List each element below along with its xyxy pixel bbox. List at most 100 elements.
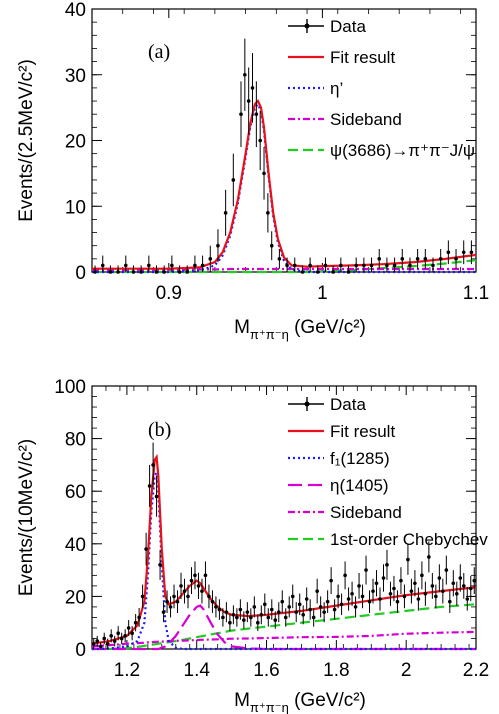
legend-entry: η’ — [288, 79, 343, 98]
signal1-curve — [91, 469, 476, 651]
data-point — [287, 605, 292, 609]
data-point — [392, 586, 396, 591]
data-point — [245, 610, 250, 614]
data-point — [385, 563, 389, 567]
data-point — [469, 250, 474, 255]
data-point — [208, 257, 213, 261]
data-point — [100, 263, 105, 268]
data-point — [367, 599, 372, 604]
legend-data-dot — [304, 23, 310, 29]
data-point — [216, 243, 220, 248]
y-tick-label: 20 — [65, 132, 86, 153]
data-point — [308, 607, 312, 612]
data-point — [246, 99, 251, 103]
data-point — [186, 594, 190, 599]
legend-entry: ψ(3686)→π⁺π⁻J/ψ — [288, 141, 475, 160]
data-point — [193, 263, 197, 268]
data-point — [371, 589, 375, 593]
data-point — [292, 263, 297, 268]
x-axis-title-main: M — [234, 317, 250, 338]
data-point — [423, 591, 428, 596]
data-point — [266, 211, 270, 215]
data-point — [147, 484, 152, 488]
data-point — [461, 584, 466, 588]
data-point — [254, 112, 259, 116]
data-point — [406, 557, 410, 562]
data-point — [285, 263, 289, 268]
data-point — [108, 270, 113, 274]
data-point — [311, 615, 316, 620]
data-point — [162, 270, 166, 274]
data-point — [423, 257, 428, 261]
chart-panel-a: 0.9 1 1.1 0 10 20 30 40 Events/(2.5MeV/c²) Mπ⁺π⁻η… — [16, 0, 489, 342]
data-point — [91, 641, 96, 646]
data-point — [438, 257, 443, 261]
data-point — [392, 263, 397, 268]
data-point — [196, 584, 201, 588]
data-point — [362, 263, 366, 268]
data-point — [98, 644, 103, 649]
data-point — [131, 270, 136, 274]
data-point — [336, 594, 340, 599]
data-point — [369, 263, 374, 268]
data-point — [239, 112, 243, 116]
data-point — [256, 620, 260, 625]
data-point — [217, 607, 222, 612]
y-axis-title: Events/(10MeV/c²) — [16, 439, 37, 596]
data-point — [116, 270, 120, 274]
data-point — [420, 573, 424, 578]
legend-label: Data — [330, 395, 366, 414]
data-point — [200, 589, 204, 593]
data-point — [322, 610, 326, 614]
data-point — [301, 613, 306, 617]
data-point — [357, 584, 361, 588]
data-point — [297, 602, 302, 607]
x-tick-label: 1 — [317, 283, 328, 304]
data-point — [399, 578, 403, 583]
data-point — [444, 568, 449, 572]
data-point — [277, 257, 282, 261]
y-tick-label: 30 — [65, 66, 86, 87]
data-point — [172, 594, 176, 599]
data-point — [130, 631, 134, 636]
data-point — [154, 270, 159, 274]
x-axis-title: Mπ⁺π⁻η (GeV/c²) — [234, 317, 366, 342]
data-point — [105, 641, 110, 646]
data-point — [304, 597, 309, 601]
sideband-curve — [91, 267, 476, 272]
x-tick-label: 2 — [401, 660, 412, 681]
sideband-curve — [91, 630, 477, 648]
data-point — [170, 263, 174, 268]
y-axis-title: Events/(2.5MeV/c²) — [16, 59, 37, 222]
legend-label: f₁(1285) — [330, 449, 390, 468]
data-point — [308, 263, 312, 268]
data-point — [408, 263, 412, 268]
data-point — [252, 605, 257, 609]
data-point — [300, 270, 305, 274]
x-tick-label: 0.9 — [156, 283, 182, 304]
x-axis-title-subscript: π⁺π⁻η — [250, 700, 289, 714]
data-point — [400, 257, 405, 261]
data-point — [185, 270, 190, 274]
data-point — [112, 639, 117, 643]
data-point — [177, 270, 182, 274]
panel-label: (a) — [148, 41, 170, 63]
legend-data-dot — [304, 401, 310, 407]
data-point — [259, 613, 264, 617]
data-point — [465, 597, 470, 601]
y-tick-label: 100 — [54, 377, 86, 398]
data-point — [102, 636, 107, 641]
fit-curve — [91, 453, 477, 645]
y-tick-label: 10 — [65, 197, 86, 218]
data-point — [109, 634, 113, 638]
legend-label: η(1405) — [330, 476, 389, 495]
data-point — [273, 618, 278, 622]
data-point — [231, 178, 236, 182]
data-point — [269, 243, 274, 248]
x-axis-title-units: (GeV/c²) — [289, 317, 366, 338]
data-point — [95, 639, 100, 643]
data-point — [434, 594, 438, 599]
data-point — [165, 599, 169, 604]
